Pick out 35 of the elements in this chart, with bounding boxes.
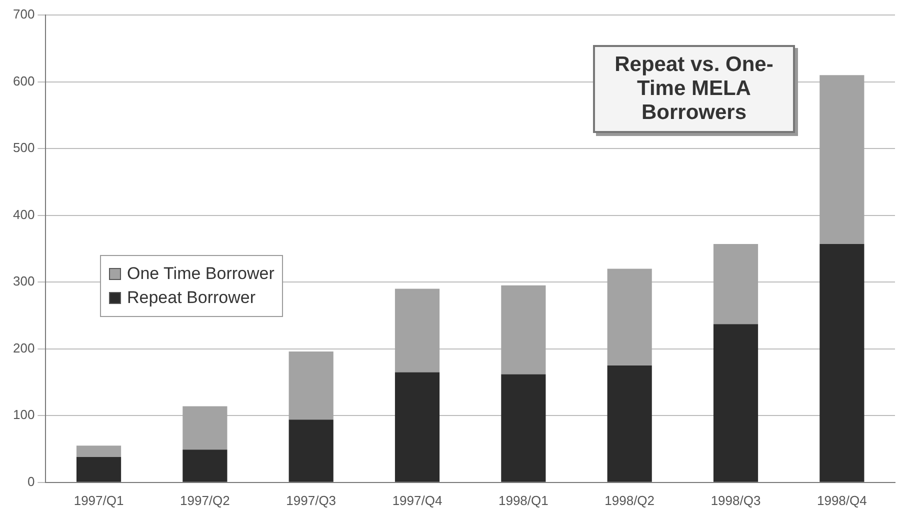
bar — [607, 268, 652, 366]
y-tick-label: 600 — [12, 73, 35, 88]
bar — [76, 457, 122, 482]
x-tick-label: 1998/Q1 — [498, 492, 548, 508]
y-tick-label: 300 — [12, 274, 35, 289]
y-tick-label: 100 — [12, 407, 35, 422]
y-tick-label: 400 — [12, 206, 35, 222]
bar — [820, 244, 864, 482]
legend-label: One Time Borrower — [127, 264, 274, 284]
x-tick-label: 1997/Q2 — [180, 492, 230, 508]
x-tick-label: 1998/Q3 — [710, 492, 761, 508]
bar — [607, 366, 652, 482]
y-tick-label: 200 — [12, 340, 35, 356]
x-tick-label: 1998/Q4 — [816, 492, 867, 508]
bar — [713, 324, 758, 482]
bar — [820, 75, 864, 244]
bar — [501, 285, 546, 374]
bar — [288, 420, 334, 482]
bar — [76, 446, 122, 458]
bar — [394, 372, 440, 482]
y-tick-label: 700 — [12, 6, 35, 22]
x-tick-label: 1997/Q3 — [286, 492, 336, 508]
y-tick-label: 500 — [12, 140, 35, 156]
x-tick-label: 1998/Q2 — [604, 492, 655, 508]
bar — [182, 450, 228, 482]
legend-label: Repeat Borrower — [127, 288, 256, 308]
text: Repeat vs. One-Time MELA Borrowers — [593, 45, 795, 133]
x-tick-label: 1997/Q4 — [392, 492, 442, 508]
x-tick-label: 1997/Q1 — [74, 492, 124, 508]
bar — [394, 288, 440, 372]
bar — [182, 406, 228, 450]
bar — [288, 352, 334, 420]
bar — [713, 244, 758, 324]
y-tick-label: 0 — [27, 474, 35, 489]
bar — [501, 374, 546, 482]
